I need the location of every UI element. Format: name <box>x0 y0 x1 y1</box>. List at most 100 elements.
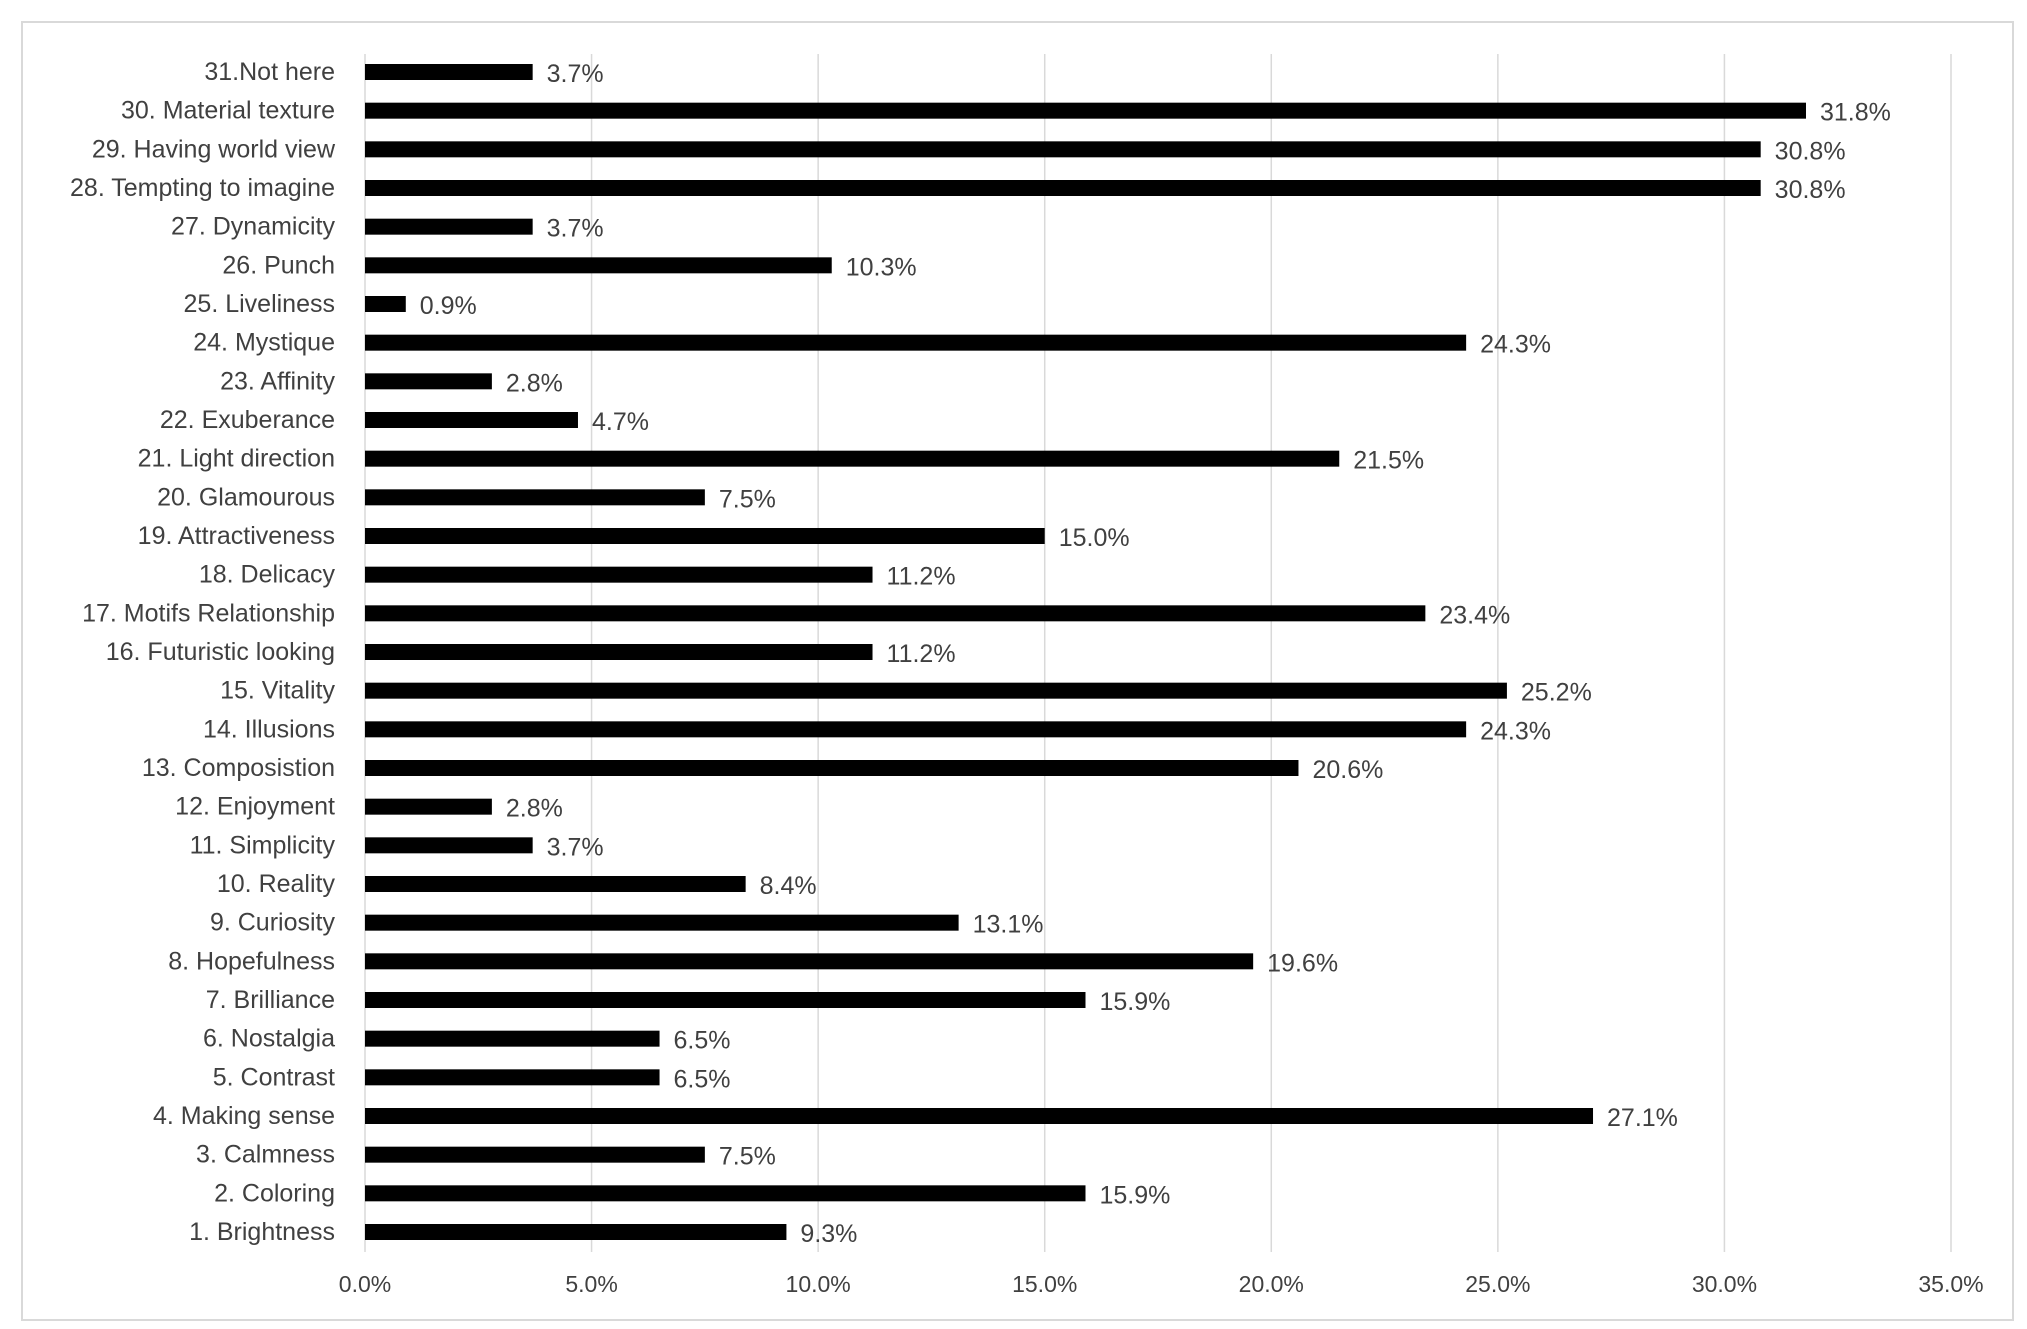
bar <box>365 334 1467 351</box>
bar <box>365 798 492 815</box>
x-tick-label: 15.0% <box>1012 1271 1077 1297</box>
bar <box>365 412 578 428</box>
category-labels: 1. Brightness 2. Coloring 3. Calmness 4. Ma… <box>70 58 336 1246</box>
bar <box>365 953 1254 970</box>
data-label: 27.1% <box>1607 1104 1678 1132</box>
category-label: 30. Material texture <box>121 97 335 125</box>
category-label: 26. Punch <box>222 251 335 279</box>
data-label: 20.6% <box>1312 756 1383 784</box>
category-label: 1. Brightness <box>189 1218 335 1246</box>
data-label: 2.8% <box>506 795 563 823</box>
data-label: 21.5% <box>1353 447 1424 475</box>
bar <box>365 1069 660 1086</box>
data-label: 0.9% <box>420 292 477 320</box>
data-label: 3.7% <box>547 833 604 861</box>
bar <box>365 1030 660 1047</box>
category-label: 6. Nostalgia <box>203 1025 335 1053</box>
category-label: 17. Motifs Relationship <box>82 599 335 627</box>
data-label: 7.5% <box>719 485 776 513</box>
category-label: 14. Illusions <box>203 715 335 743</box>
bar <box>365 914 959 931</box>
x-tick-label: 0.0% <box>339 1271 391 1297</box>
data-label: 11.2% <box>887 563 956 591</box>
category-label: 19. Attractiveness <box>138 522 335 550</box>
bars <box>365 64 1806 1240</box>
data-label: 3.7% <box>547 60 604 88</box>
data-label: 8.4% <box>760 872 817 900</box>
bar <box>365 566 873 583</box>
data-label: 4.7% <box>592 408 649 436</box>
data-label: 19.6% <box>1267 949 1338 977</box>
data-label: 15.0% <box>1059 524 1130 552</box>
x-axis-tick-labels: 0.0% 5.0% 10.0% 15.0% 20.0% 25.0% 30.0% 35.0% <box>339 1271 1984 1297</box>
category-label: 21. Light direction <box>138 445 335 473</box>
bar <box>365 373 492 390</box>
category-label: 16. Futuristic looking <box>106 638 335 666</box>
data-label: 11.2% <box>887 640 956 668</box>
category-label: 15. Vitality <box>220 677 335 705</box>
chart-area-border <box>21 21 2014 1321</box>
category-label: 20. Glamourous <box>157 483 335 511</box>
x-tick-label: 20.0% <box>1239 1271 1304 1297</box>
data-label: 13.1% <box>973 911 1044 939</box>
bar <box>365 721 1467 738</box>
bar <box>365 1185 1086 1202</box>
bar <box>365 760 1299 776</box>
data-label: 30.8% <box>1775 176 1846 204</box>
bar <box>365 296 406 312</box>
category-label: 31.Not here <box>204 58 335 86</box>
bar <box>365 1146 705 1163</box>
category-label: 23. Affinity <box>220 367 335 395</box>
bar <box>365 1108 1594 1124</box>
category-label: 3. Calmness <box>196 1141 335 1169</box>
category-label: 5. Contrast <box>213 1063 335 1091</box>
category-label: 12. Enjoyment <box>175 793 335 821</box>
data-label: 9.3% <box>800 1220 857 1248</box>
bar <box>365 644 873 660</box>
category-label: 10. Reality <box>217 870 336 898</box>
bar <box>365 876 746 892</box>
category-label: 9. Curiosity <box>210 909 336 937</box>
bar <box>365 218 533 235</box>
bar <box>365 682 1507 699</box>
bar <box>365 489 705 506</box>
bar <box>365 102 1806 119</box>
bar <box>365 992 1086 1008</box>
bar <box>365 64 533 80</box>
category-label: 27. Dynamicity <box>171 213 335 241</box>
data-label: 24.3% <box>1480 331 1551 359</box>
x-tick-label: 5.0% <box>565 1271 617 1297</box>
category-label: 25. Liveliness <box>184 290 335 318</box>
x-tick-label: 10.0% <box>786 1271 851 1297</box>
bar <box>365 450 1340 467</box>
data-labels: 9.3% 15.9% 7.5% 27.1% 6.5% 6.5% 15.9% 19.6% 13.1… <box>420 60 1891 1248</box>
category-label: 29. Having world view <box>92 135 336 163</box>
data-label: 25.2% <box>1521 679 1592 707</box>
data-label: 10.3% <box>846 253 917 281</box>
data-label: 6.5% <box>674 1065 731 1093</box>
data-label: 15.9% <box>1099 1181 1170 1209</box>
category-label: 28. Tempting to imagine <box>70 174 335 202</box>
gridlines <box>364 54 1952 1252</box>
x-tick-label: 30.0% <box>1692 1271 1757 1297</box>
category-label: 13. Composistion <box>142 754 335 782</box>
category-label: 22. Exuberance <box>160 406 335 434</box>
category-label: 18. Delicacy <box>199 561 336 589</box>
category-label: 2. Coloring <box>214 1179 335 1207</box>
data-label: 24.3% <box>1480 717 1551 745</box>
data-label: 7.5% <box>719 1143 776 1171</box>
data-label: 30.8% <box>1775 137 1846 165</box>
bar <box>365 837 533 854</box>
category-label: 7. Brilliance <box>206 986 335 1014</box>
category-label: 8. Hopefulness <box>168 947 335 975</box>
category-label: 24. Mystique <box>193 329 335 357</box>
data-label: 15.9% <box>1099 988 1170 1016</box>
x-tick-label: 25.0% <box>1465 1271 1530 1297</box>
data-label: 3.7% <box>547 215 604 243</box>
bar <box>365 180 1761 196</box>
bar <box>365 257 832 274</box>
data-label: 23.4% <box>1439 601 1510 629</box>
category-label: 4. Making sense <box>153 1102 335 1130</box>
